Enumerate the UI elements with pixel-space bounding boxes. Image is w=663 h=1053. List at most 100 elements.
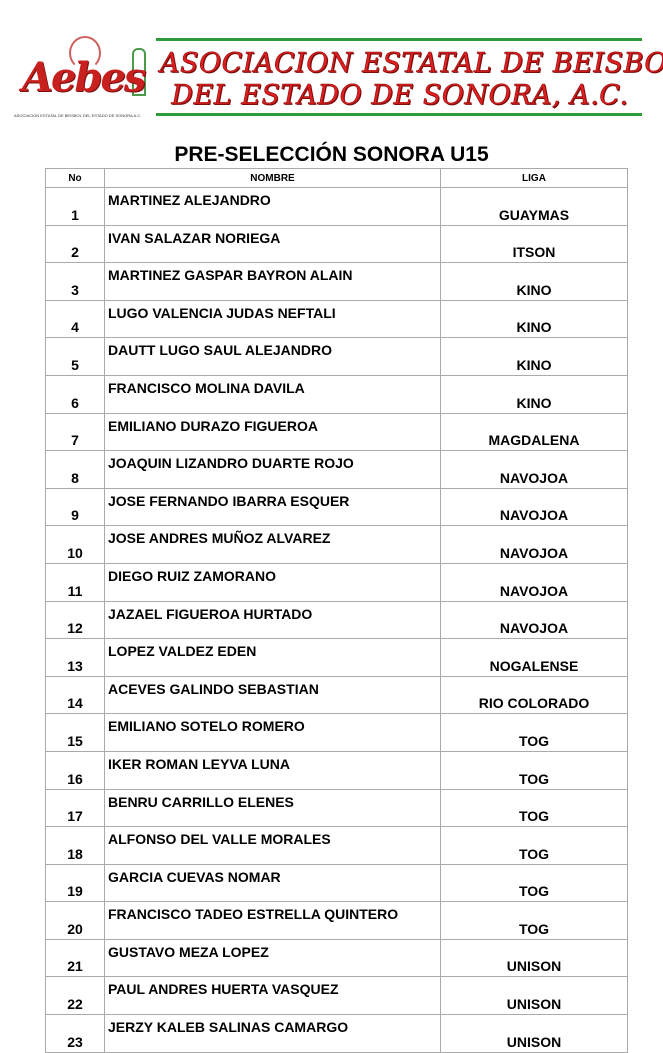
cell-name: EMILIANO SOTELO ROMERO (104, 713, 441, 752)
table-row: 12 JAZAEL FIGUEROA HURTADO NAVOJOA (45, 600, 628, 640)
cell-liga: NAVOJOA (440, 562, 628, 602)
cell-name: MARTINEZ ALEJANDRO (104, 187, 441, 226)
cell-no: 21 (45, 938, 105, 978)
cell-name: ACEVES GALINDO SEBASTIAN (104, 675, 441, 715)
column-header-nombre: NOMBRE (104, 168, 441, 188)
cell-no: 15 (45, 713, 105, 752)
cell-name: JOSE FERNANDO IBARRA ESQUER (104, 487, 441, 527)
cell-name: EMILIANO DURAZO FIGUEROA (104, 412, 441, 452)
cell-liga: TOG (440, 750, 628, 790)
table-row: 8 JOAQUIN LIZANDRO DUARTE ROJO NAVOJOA (45, 450, 628, 489)
table-row: 1 MARTINEZ ALEJANDRO GUAYMAS (45, 187, 628, 226)
cell-name: ALFONSO DEL VALLE MORALES (104, 826, 441, 865)
cell-no: 13 (45, 638, 105, 677)
cell-no: 4 (45, 299, 105, 339)
cell-liga: UNISON (440, 976, 628, 1016)
cell-name: BENRU CARRILLO ELENES (104, 788, 441, 828)
top-green-rule (156, 38, 642, 41)
table-row: 23 JERZY KALEB SALINAS CAMARGO UNISON (45, 1014, 628, 1053)
cell-liga: KINO (440, 299, 628, 339)
cell-name: JOAQUIN LIZANDRO DUARTE ROJO (104, 450, 441, 489)
cell-liga: NAVOJOA (440, 487, 628, 527)
cell-name: IKER ROMAN LEYVA LUNA (104, 750, 441, 790)
cell-liga: KINO (440, 337, 628, 376)
cell-name: MARTINEZ GASPAR BAYRON ALAIN (104, 262, 441, 301)
cell-name: FRANCISCO TADEO ESTRELLA QUINTERO (104, 901, 441, 940)
cell-no: 22 (45, 976, 105, 1016)
cell-liga: TOG (440, 826, 628, 865)
cell-name: LUGO VALENCIA JUDAS NEFTALI (104, 299, 441, 339)
aebes-logo: Aebes ASOCIACION ESTATAL DE BEISBOL DEL … (14, 34, 154, 120)
cell-name: FRANCISCO MOLINA DAVILA (104, 374, 441, 414)
cell-no: 6 (45, 374, 105, 414)
table-row: 10 JOSE ANDRES MUÑOZ ALVAREZ NAVOJOA (45, 525, 628, 564)
logo-subtext: ASOCIACION ESTATAL DE BEISBOL DEL ESTADO… (14, 113, 142, 118)
cell-name: DAUTT LUGO SAUL ALEJANDRO (104, 337, 441, 376)
table-row: 16 IKER ROMAN LEYVA LUNA TOG (45, 750, 628, 790)
table-row: 19 GARCIA CUEVAS NOMAR TOG (45, 863, 628, 903)
table-row: 21 GUSTAVO MEZA LOPEZ UNISON (45, 938, 628, 978)
cell-no: 23 (45, 1014, 105, 1053)
cell-liga: NOGALENSE (440, 638, 628, 677)
column-header-no: No (45, 168, 105, 188)
table-row: 5 DAUTT LUGO SAUL ALEJANDRO KINO (45, 337, 628, 376)
table-row: 4 LUGO VALENCIA JUDAS NEFTALI KINO (45, 299, 628, 339)
cell-liga: GUAYMAS (440, 187, 628, 226)
cell-no: 10 (45, 525, 105, 564)
cell-liga: NAVOJOA (440, 600, 628, 640)
table-header-row: No NOMBRE LIGA (45, 168, 628, 188)
roster-table: No NOMBRE LIGA 1 MARTINEZ ALEJANDRO GUAYMA… (45, 168, 628, 1053)
cell-name: IVAN SALAZAR NORIEGA (104, 224, 441, 264)
page-title: PRE-SELECCIÓN SONORA U15 (174, 143, 489, 166)
baseball-swirl-icon (69, 36, 101, 70)
table-row: 17 BENRU CARRILLO ELENES TOG (45, 788, 628, 828)
cell-name: JOSE ANDRES MUÑOZ ALVAREZ (104, 525, 441, 564)
cell-liga: KINO (440, 262, 628, 301)
cell-no: 20 (45, 901, 105, 940)
cell-liga: NAVOJOA (440, 525, 628, 564)
table-row: 22 PAUL ANDRES HUERTA VASQUEZ UNISON (45, 976, 628, 1016)
cell-no: 7 (45, 412, 105, 452)
cell-no: 5 (45, 337, 105, 376)
cell-liga: TOG (440, 788, 628, 828)
banner-line-2: DEL ESTADO DE SONORA, A.C. (171, 80, 629, 112)
cactus-icon (132, 48, 146, 96)
logo-wordmark: Aebes (22, 54, 146, 101)
table-row: 20 FRANCISCO TADEO ESTRELLA QUINTERO TOG (45, 901, 628, 940)
table-row: 6 FRANCISCO MOLINA DAVILA KINO (45, 374, 628, 414)
cell-no: 17 (45, 788, 105, 828)
cell-liga: TOG (440, 713, 628, 752)
bottom-green-rule (156, 113, 642, 116)
cell-liga: UNISON (440, 938, 628, 978)
cell-no: 1 (45, 187, 105, 226)
table-row: 18 ALFONSO DEL VALLE MORALES TOG (45, 826, 628, 865)
cell-liga: NAVOJOA (440, 450, 628, 489)
cell-liga: RIO COLORADO (440, 675, 628, 715)
cell-liga: UNISON (440, 1014, 628, 1053)
table-row: 9 JOSE FERNANDO IBARRA ESQUER NAVOJOA (45, 487, 628, 527)
table-row: 11 DIEGO RUIZ ZAMORANO NAVOJOA (45, 562, 628, 602)
cell-no: 11 (45, 562, 105, 602)
table-row: 2 IVAN SALAZAR NORIEGA ITSON (45, 224, 628, 264)
table-row: 13 LOPEZ VALDEZ EDEN NOGALENSE (45, 638, 628, 677)
table-row: 15 EMILIANO SOTELO ROMERO TOG (45, 713, 628, 752)
cell-name: LOPEZ VALDEZ EDEN (104, 638, 441, 677)
cell-name: DIEGO RUIZ ZAMORANO (104, 562, 441, 602)
cell-no: 12 (45, 600, 105, 640)
cell-name: JERZY KALEB SALINAS CAMARGO (104, 1014, 441, 1053)
cell-no: 14 (45, 675, 105, 715)
cell-no: 8 (45, 450, 105, 489)
cell-no: 19 (45, 863, 105, 903)
cell-liga: ITSON (440, 224, 628, 264)
cell-no: 18 (45, 826, 105, 865)
cell-name: JAZAEL FIGUEROA HURTADO (104, 600, 441, 640)
banner-line-1: ASOCIACION ESTATAL DE BEISBOL (160, 48, 663, 80)
column-header-liga: LIGA (440, 168, 628, 188)
cell-liga: TOG (440, 901, 628, 940)
table-row: 7 EMILIANO DURAZO FIGUEROA MAGDALENA (45, 412, 628, 452)
table-row: 14 ACEVES GALINDO SEBASTIAN RIO COLORADO (45, 675, 628, 715)
cell-no: 2 (45, 224, 105, 264)
cell-no: 3 (45, 262, 105, 301)
cell-name: GUSTAVO MEZA LOPEZ (104, 938, 441, 978)
cell-no: 9 (45, 487, 105, 527)
